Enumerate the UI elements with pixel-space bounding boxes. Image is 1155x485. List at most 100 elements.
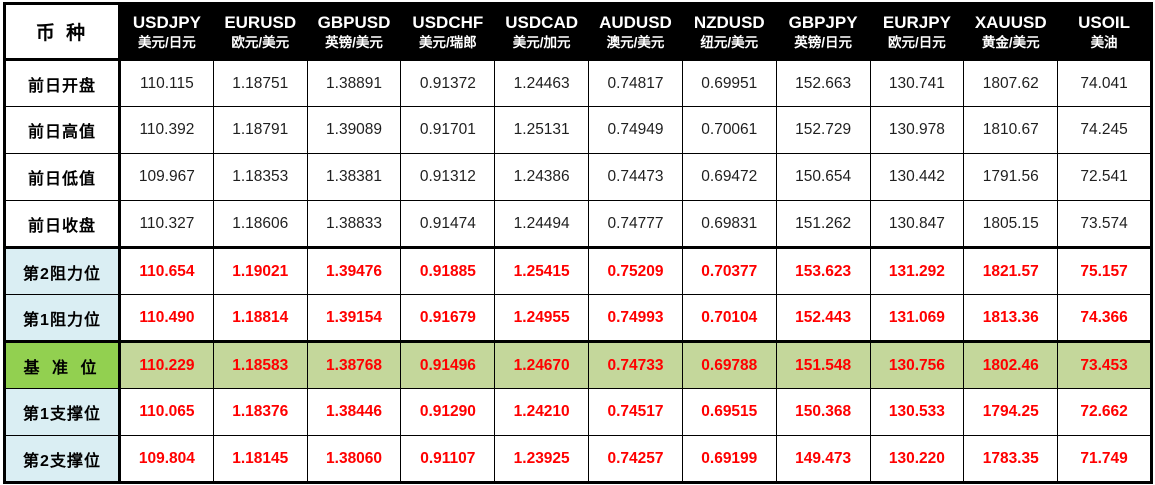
data-cell: 110.654 xyxy=(119,247,214,295)
col-header-eurusd: EURUSD 欧元/美元 xyxy=(212,3,308,60)
col-header-xauusd: XAUUSD 黄金/美元 xyxy=(963,3,1059,60)
data-cell: 1.24670 xyxy=(494,341,590,389)
pair-chinese-name: 黄金/美元 xyxy=(981,34,1040,50)
data-cell: 110.327 xyxy=(119,200,214,248)
data-cell: 1.18751 xyxy=(212,59,308,107)
col-header-usoil: USOIL 美油 xyxy=(1057,3,1152,60)
data-cell: 0.74777 xyxy=(588,200,683,248)
data-cell: 1810.67 xyxy=(963,106,1059,154)
data-cell: 110.115 xyxy=(119,59,214,107)
pair-code: AUDUSD xyxy=(599,12,672,32)
data-cell: 1.24955 xyxy=(494,294,590,342)
data-cell: 1805.15 xyxy=(963,200,1059,248)
data-cell: 109.967 xyxy=(119,153,214,201)
currency-column-header: 币 种 xyxy=(4,3,121,60)
pair-chinese-name: 美元/加元 xyxy=(512,34,571,50)
data-cell: 0.69472 xyxy=(681,153,777,201)
pair-chinese-name: 英镑/美元 xyxy=(325,34,383,50)
data-cell: 131.069 xyxy=(869,294,965,342)
pair-code: USDJPY xyxy=(132,12,201,32)
table-body: 前日开盘 110.115 1.18751 1.38891 0.91372 1.24463 0… xyxy=(4,59,1152,483)
data-cell: 1.38768 xyxy=(306,341,402,389)
data-cell: 74.366 xyxy=(1057,294,1152,342)
data-cell: 152.663 xyxy=(775,59,871,107)
data-cell: 1.38446 xyxy=(306,388,402,436)
data-cell: 1.18376 xyxy=(212,388,308,436)
table-row: 前日低值 109.967 1.18353 1.38381 0.91312 1.24386 0… xyxy=(4,153,1152,201)
col-header-eurjpy: EURJPY 欧元/日元 xyxy=(869,3,965,60)
data-cell: 150.654 xyxy=(775,153,871,201)
data-cell: 1.18606 xyxy=(212,200,308,248)
data-cell: 0.91290 xyxy=(400,388,496,436)
pair-chinese-name: 欧元/日元 xyxy=(888,34,946,50)
data-cell: 0.91474 xyxy=(400,200,496,248)
table-header: 币 种 USDJPY 美元/日元 EURUSD 欧元/美元 GBPUSD 英镑/美元 USD… xyxy=(4,3,1152,60)
data-cell: 0.74733 xyxy=(588,341,683,389)
data-cell: 0.91372 xyxy=(400,59,496,107)
data-cell: 110.490 xyxy=(119,294,214,342)
data-cell: 1.39089 xyxy=(306,106,402,154)
data-cell: 1.25415 xyxy=(494,247,590,295)
data-cell: 0.74257 xyxy=(588,435,683,483)
data-cell: 151.262 xyxy=(775,200,871,248)
data-cell: 0.69515 xyxy=(681,388,777,436)
table-row: 前日开盘 110.115 1.18751 1.38891 0.91372 1.24463 0… xyxy=(4,59,1152,107)
data-cell: 0.69788 xyxy=(681,341,777,389)
data-cell: 73.574 xyxy=(1057,200,1152,248)
pair-chinese-name: 美元/瑞郎 xyxy=(418,34,477,50)
data-cell: 0.70061 xyxy=(681,106,777,154)
data-cell: 0.75209 xyxy=(588,247,683,295)
data-cell: 1807.62 xyxy=(963,59,1059,107)
data-cell: 0.70377 xyxy=(681,247,777,295)
data-cell: 71.749 xyxy=(1057,435,1152,483)
data-cell: 0.69199 xyxy=(681,435,777,483)
data-cell: 72.662 xyxy=(1057,388,1152,436)
data-cell: 130.442 xyxy=(869,153,965,201)
data-cell: 149.473 xyxy=(775,435,871,483)
table-row: 第1阻力位 110.490 1.18814 1.39154 0.91679 1.24955… xyxy=(4,294,1152,342)
pair-chinese-name: 美油 xyxy=(1090,34,1118,50)
data-cell: 1802.46 xyxy=(963,341,1059,389)
data-cell: 130.533 xyxy=(869,388,965,436)
pair-code: USDCHF xyxy=(412,12,484,32)
data-cell: 1794.25 xyxy=(963,388,1059,436)
data-cell: 74.041 xyxy=(1057,59,1152,107)
data-cell: 0.91701 xyxy=(400,106,496,154)
data-cell: 130.756 xyxy=(869,341,965,389)
data-cell: 0.91885 xyxy=(400,247,496,295)
data-cell: 1783.35 xyxy=(963,435,1059,483)
pair-code: EURUSD xyxy=(224,12,297,32)
data-cell: 1.38891 xyxy=(306,59,402,107)
data-cell: 130.220 xyxy=(869,435,965,483)
data-cell: 72.541 xyxy=(1057,153,1152,201)
row-label: 前日收盘 xyxy=(4,200,121,248)
data-cell: 1.38381 xyxy=(306,153,402,201)
row-label: 基 准 位 xyxy=(4,341,121,389)
pair-chinese-name: 美元/日元 xyxy=(138,34,196,50)
data-cell: 1821.57 xyxy=(963,247,1059,295)
pair-code: USDCAD xyxy=(505,12,579,32)
data-cell: 1.24463 xyxy=(494,59,590,107)
col-header-gbpjpy: GBPJPY 英镑/日元 xyxy=(775,3,871,60)
data-cell: 0.91679 xyxy=(400,294,496,342)
row-label: 第1支撑位 xyxy=(4,388,121,436)
data-cell: 1.19021 xyxy=(212,247,308,295)
data-cell: 75.157 xyxy=(1057,247,1152,295)
col-header-usdchf: USDCHF 美元/瑞郎 xyxy=(400,3,496,60)
data-cell: 130.978 xyxy=(869,106,965,154)
data-cell: 153.623 xyxy=(775,247,871,295)
data-cell: 0.74949 xyxy=(588,106,683,154)
data-cell: 1.18814 xyxy=(212,294,308,342)
data-cell: 0.74817 xyxy=(588,59,683,107)
data-cell: 1.24494 xyxy=(494,200,590,248)
data-cell: 1.23925 xyxy=(494,435,590,483)
row-label: 第2阻力位 xyxy=(4,247,121,295)
col-header-audusd: AUDUSD 澳元/美元 xyxy=(588,3,683,60)
data-cell: 150.368 xyxy=(775,388,871,436)
data-cell: 1.18791 xyxy=(212,106,308,154)
table-row: 第2阻力位 110.654 1.19021 1.39476 0.91885 1.25415… xyxy=(4,247,1152,295)
data-cell: 130.847 xyxy=(869,200,965,248)
data-cell: 0.91107 xyxy=(400,435,496,483)
col-header-usdcad: USDCAD 美元/加元 xyxy=(494,3,590,60)
